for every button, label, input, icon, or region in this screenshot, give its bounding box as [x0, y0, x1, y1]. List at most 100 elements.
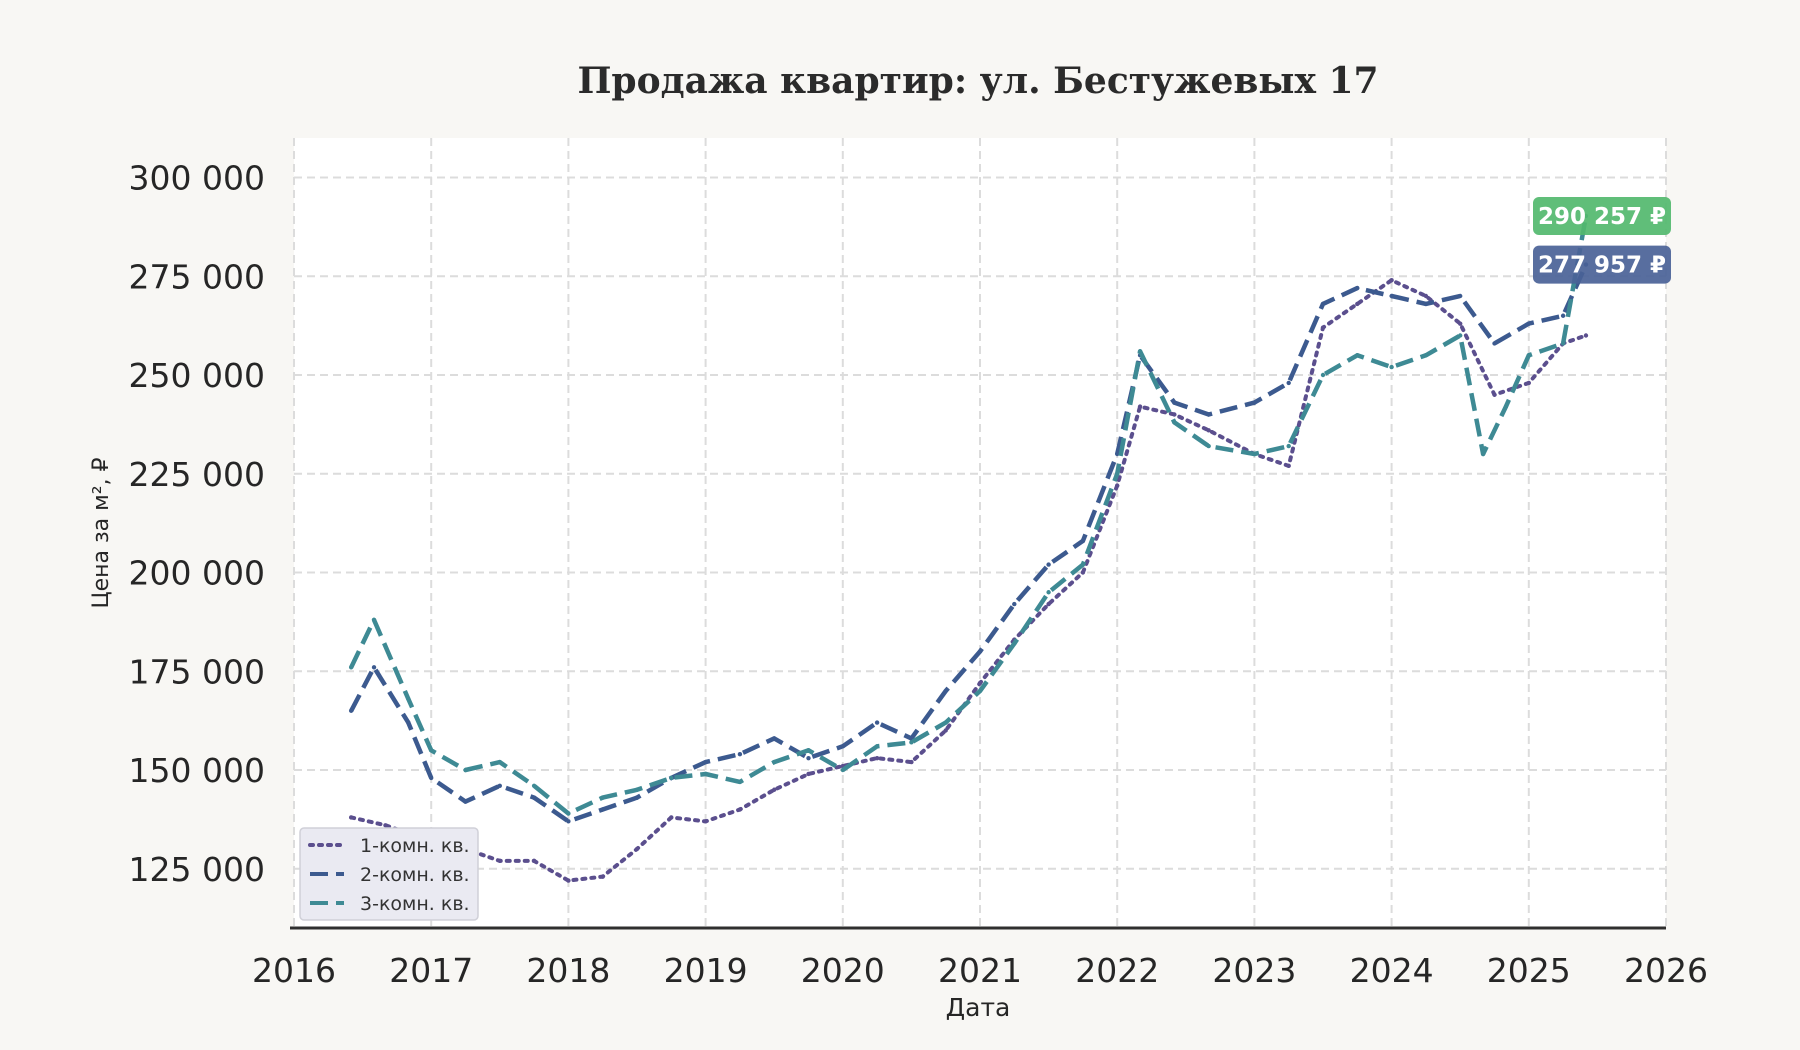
series-point-3: [909, 740, 914, 745]
y-axis-label: Цена за м², ₽: [89, 457, 114, 608]
series-point-3: [1206, 443, 1211, 449]
series-point-3: [634, 787, 640, 792]
series-point-1: [1080, 570, 1086, 575]
series-point-1: [634, 846, 640, 852]
series-point-1: [909, 759, 914, 765]
series-point-2: [531, 795, 537, 800]
x-tick-label: 2017: [389, 951, 473, 990]
series-point-3: [737, 779, 743, 785]
series-point-1: [1492, 392, 1497, 397]
series-point-1: [1526, 380, 1532, 386]
series-point-2: [1252, 400, 1257, 405]
series-point-3: [703, 771, 708, 777]
series-point-1: [737, 807, 743, 812]
series-point-1: [1115, 483, 1120, 488]
series-point-3: [943, 720, 948, 725]
series-point-2: [1389, 293, 1394, 299]
series-point-2: [634, 795, 640, 800]
series-point-3: [1560, 341, 1566, 346]
series-point-2: [1458, 293, 1463, 299]
series-point-1: [977, 680, 983, 686]
series-point-3: [1137, 349, 1143, 354]
series-point-3: [1526, 353, 1532, 358]
series-point-2: [977, 649, 983, 654]
series-point-2: [1320, 301, 1326, 307]
x-axis-label: Дата: [946, 993, 1011, 1022]
y-tick-label: 275 000: [129, 257, 265, 296]
series-point-3: [1320, 372, 1326, 378]
series-point-1: [1583, 333, 1589, 338]
legend-label-2: 2-комн. кв.: [360, 864, 470, 886]
series-point-2: [806, 755, 811, 761]
x-tick-label: 2016: [252, 951, 336, 990]
x-tick-label: 2023: [1212, 951, 1296, 990]
series-point-3: [806, 748, 811, 753]
y-tick-label: 300 000: [129, 159, 265, 198]
series-point-3: [840, 767, 845, 773]
series-point-2: [371, 665, 377, 670]
series-point-2: [1560, 313, 1566, 318]
series-point-3: [1458, 333, 1463, 338]
series-point-2: [406, 720, 411, 725]
y-tick-label: 150 000: [129, 751, 265, 790]
series-point-1: [669, 815, 674, 820]
y-tick-label: 125 000: [129, 850, 265, 889]
y-tick-label: 225 000: [129, 455, 265, 494]
series-point-2: [348, 708, 354, 713]
series-point-1: [874, 755, 880, 761]
series-point-1: [1458, 321, 1463, 326]
x-tick-label: 2026: [1624, 951, 1708, 990]
series-point-1: [566, 878, 571, 883]
series-point-2: [1080, 538, 1086, 544]
series-point-2: [874, 720, 880, 725]
series-point-3: [1046, 590, 1051, 595]
series-point-1: [1206, 428, 1211, 433]
series-point-2: [1206, 412, 1211, 417]
legend: 1-комн. кв. 2-комн. кв. 3-комн. кв.: [299, 827, 479, 921]
series-point-3: [1423, 353, 1429, 358]
series-point-2: [1423, 301, 1429, 307]
legend-label-1: 1-комн. кв.: [360, 835, 470, 857]
series-point-2: [429, 775, 434, 781]
series-point-3: [1252, 451, 1257, 457]
series-point-1: [1286, 463, 1291, 469]
series-point-3: [348, 665, 354, 670]
series-point-3: [772, 759, 777, 765]
series-point-1: [703, 819, 708, 824]
x-tick-label: 2024: [1350, 951, 1434, 990]
series-line-2: [349, 263, 1589, 824]
series-point-3: [566, 811, 571, 816]
series-point-3: [874, 744, 880, 749]
x-tick-label: 2018: [526, 951, 610, 990]
series-point-1: [383, 823, 388, 828]
series-point-3: [600, 795, 605, 800]
series-point-3: [429, 748, 434, 753]
series-point-3: [497, 759, 502, 765]
value-badge-1: [1533, 196, 1671, 235]
series-point-2: [1012, 601, 1017, 607]
series-point-3: [669, 775, 674, 781]
series-point-1: [1423, 293, 1429, 299]
series-point-3: [1172, 420, 1177, 425]
legend-box: [299, 827, 479, 921]
series-point-2: [497, 783, 502, 788]
series-point-1: [1320, 325, 1326, 330]
series-point-1: [600, 874, 605, 879]
x-tick-label: 2020: [801, 951, 885, 990]
series-point-2: [1046, 562, 1051, 567]
series-point-2: [1115, 451, 1120, 457]
series-point-1: [348, 815, 354, 820]
series-point-2: [1355, 285, 1360, 291]
series-point-2: [566, 819, 571, 824]
series-point-2: [737, 752, 743, 757]
series-point-2: [840, 744, 845, 749]
series-point-1: [497, 858, 502, 864]
series-point-3: [1389, 364, 1394, 370]
x-tick-label: 2022: [1075, 951, 1159, 990]
x-tick-label: 2021: [938, 951, 1022, 990]
series-point-2: [703, 759, 708, 765]
series-point-1: [1172, 412, 1177, 417]
series-point-2: [463, 799, 468, 804]
x-tick-label: 2019: [664, 951, 748, 990]
